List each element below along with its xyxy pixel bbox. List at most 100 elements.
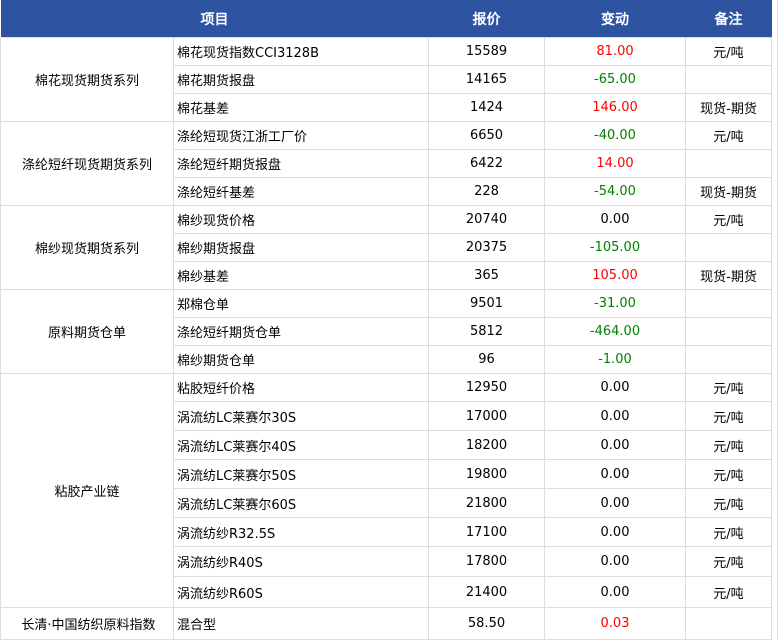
change-cell: -65.00 — [544, 65, 686, 94]
item-name: 涤纶短现货江浙工厂价 — [173, 121, 429, 150]
item-name: 涡流纺LC莱赛尔50S — [173, 459, 429, 489]
table-row: 涡流纺纱R32.5S 17100 0.00 元/吨 — [1, 517, 772, 547]
change-cell: -31.00 — [544, 289, 686, 318]
change-cell: -40.00 — [544, 121, 686, 150]
price-cell: 365 — [428, 261, 545, 290]
item-name: 涤纶短纤期货报盘 — [173, 149, 429, 178]
change-cell: 0.00 — [544, 401, 686, 431]
item-name: 棉花期货报盘 — [173, 65, 429, 94]
change-cell: 0.00 — [544, 459, 686, 489]
note-cell: 元/吨 — [685, 576, 772, 608]
change-cell: 0.00 — [544, 576, 686, 608]
item-name: 涡流纺LC莱赛尔30S — [173, 401, 429, 431]
item-name: 棉花现货指数CCI3128B — [173, 37, 429, 66]
note-cell: 元/吨 — [685, 488, 772, 518]
change-cell: 146.00 — [544, 93, 686, 122]
group-name: 涤纶短纤现货期货系列 — [0, 121, 174, 206]
item-name: 涡流纺LC莱赛尔40S — [173, 430, 429, 460]
table-row: 原料期货仓单 郑棉仓单 9501 -31.00 — [0, 289, 772, 374]
item-name: 涡流纺LC莱赛尔60S — [173, 488, 429, 518]
table-row: 棉花现货期货系列 棉花现货指数CCI3128B 15589 81.00 元/吨 — [0, 37, 772, 122]
item-name: 棉纱期货报盘 — [173, 233, 429, 262]
group-name: 原料期货仓单 — [0, 289, 174, 374]
table-row: 涡流纺LC莱赛尔30S 17000 0.00 元/吨 — [1, 401, 772, 431]
header-price: 报价 — [428, 0, 545, 38]
header-note: 备注 — [685, 0, 772, 38]
note-cell — [685, 65, 772, 94]
price-cell: 5812 — [428, 317, 545, 346]
table-row: 棉花期货报盘 14165 -65.00 — [1, 65, 772, 94]
change-cell: 0.00 — [544, 546, 686, 577]
price-cell: 17800 — [428, 546, 545, 577]
price-cell: 21400 — [428, 576, 545, 608]
change-cell: 14.00 — [544, 149, 686, 178]
price-cell: 9501 — [428, 289, 545, 318]
note-cell — [685, 233, 772, 262]
change-cell: 0.00 — [544, 373, 686, 402]
note-cell: 元/吨 — [685, 459, 772, 489]
price-cell: 1424 — [428, 93, 545, 122]
price-cell: 20375 — [428, 233, 545, 262]
table-row: 涤纶短纤期货报盘 6422 14.00 — [1, 149, 772, 178]
change-cell: -1.00 — [544, 345, 686, 374]
item-name: 涤纶短纤期货仓单 — [173, 317, 429, 346]
price-cell: 14165 — [428, 65, 545, 94]
price-cell: 17000 — [428, 401, 545, 431]
table-row: 涡流纺LC莱赛尔60S 21800 0.00 元/吨 — [1, 488, 772, 518]
note-cell — [685, 149, 772, 178]
change-cell: 0.00 — [544, 488, 686, 518]
change-cell: 105.00 — [544, 261, 686, 290]
table-row: 长清·中国纺织原料指数 混合型 58.50 0.03 — [0, 607, 772, 640]
table-row: 涤纶短纤期货仓单 5812 -464.00 — [1, 317, 772, 346]
price-cell: 17100 — [428, 517, 545, 547]
table-row: 涤纶短纤现货期货系列 涤纶短现货江浙工厂价 6650 -40.00 元/吨 — [0, 121, 772, 206]
item-name: 棉纱基差 — [173, 261, 429, 290]
note-cell: 元/吨 — [685, 205, 772, 234]
table-row: 粘胶产业链 粘胶短纤价格 12950 0.00 元/吨 — [0, 373, 772, 608]
note-cell: 元/吨 — [685, 430, 772, 460]
note-cell: 元/吨 — [685, 373, 772, 402]
price-cell: 20740 — [428, 205, 545, 234]
change-cell: -105.00 — [544, 233, 686, 262]
price-cell: 6422 — [428, 149, 545, 178]
price-cell: 15589 — [428, 37, 545, 66]
group-name: 粘胶产业链 — [0, 373, 174, 608]
group-name: 长清·中国纺织原料指数 — [0, 607, 174, 640]
note-cell: 元/吨 — [685, 401, 772, 431]
group-name: 棉纱现货期货系列 — [0, 205, 174, 290]
change-cell: 0.00 — [544, 430, 686, 460]
item-name: 棉纱期货仓单 — [173, 345, 429, 374]
change-cell: 0.00 — [544, 205, 686, 234]
note-cell: 元/吨 — [685, 517, 772, 547]
change-cell: 0.00 — [544, 517, 686, 547]
table-row: 涤纶短纤基差 228 -54.00 现货-期货 — [1, 177, 772, 206]
item-name: 粘胶短纤价格 — [173, 373, 429, 402]
item-name: 郑棉仓单 — [173, 289, 429, 318]
note-cell — [685, 317, 772, 346]
note-cell — [685, 289, 772, 318]
change-cell: 81.00 — [544, 37, 686, 66]
table-row: 棉纱期货报盘 20375 -105.00 — [1, 233, 772, 262]
table-row: 棉纱期货仓单 96 -1.00 — [1, 345, 772, 374]
item-name: 混合型 — [173, 607, 429, 640]
change-cell: -54.00 — [544, 177, 686, 206]
note-cell: 元/吨 — [685, 546, 772, 577]
table-row: 棉纱基差 365 105.00 现货-期货 — [1, 261, 772, 290]
table-row: 棉花基差 1424 146.00 现货-期货 — [1, 93, 772, 122]
header-item: 项目 — [0, 0, 429, 38]
price-cell: 6650 — [428, 121, 545, 150]
note-cell — [685, 345, 772, 374]
item-name: 棉纱现货价格 — [173, 205, 429, 234]
price-cell: 21800 — [428, 488, 545, 518]
group-name: 棉花现货期货系列 — [0, 37, 174, 122]
note-cell — [685, 607, 772, 640]
price-cell: 18200 — [428, 430, 545, 460]
item-name: 棉花基差 — [173, 93, 429, 122]
price-cell: 96 — [428, 345, 545, 374]
change-cell: -464.00 — [544, 317, 686, 346]
table-header: 项目 报价 变动 备注 — [0, 0, 772, 38]
item-name: 涡流纺纱R40S — [173, 546, 429, 577]
header-change: 变动 — [544, 0, 686, 38]
item-name: 涡流纺纱R60S — [173, 576, 429, 608]
